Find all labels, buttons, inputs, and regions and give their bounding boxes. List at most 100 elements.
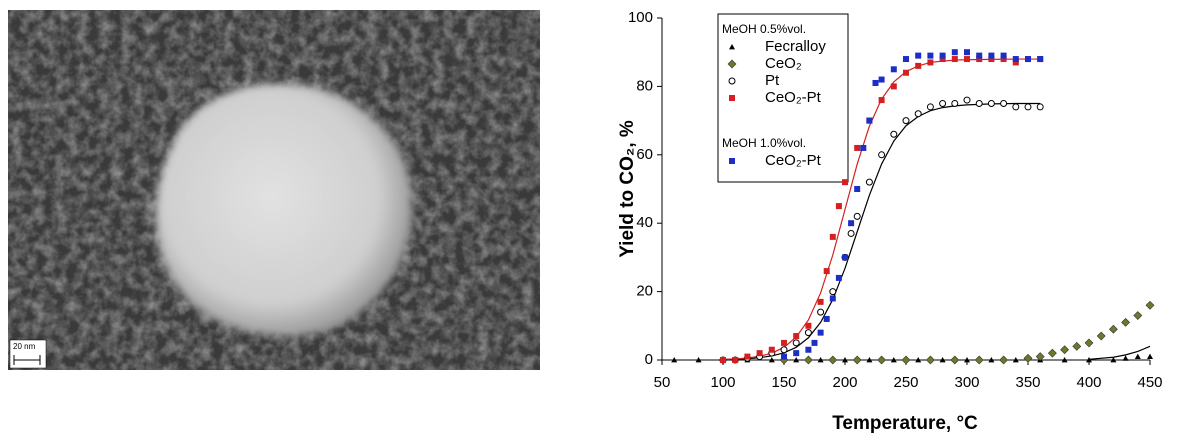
data-point	[914, 110, 922, 118]
data-point	[915, 52, 922, 59]
data-point	[890, 66, 897, 73]
data-point	[988, 357, 995, 363]
data-point	[901, 355, 911, 365]
x-tick-label: 300	[954, 374, 979, 391]
data-point	[793, 350, 800, 357]
data-point	[1121, 317, 1131, 327]
data-point	[1035, 352, 1045, 362]
y-tick-label: 80	[636, 77, 653, 94]
legend-title: MeOH 1.0%vol.	[722, 136, 806, 150]
data-point	[872, 79, 879, 86]
data-point	[866, 117, 873, 124]
data-point	[817, 357, 824, 363]
data-point	[926, 103, 934, 111]
data-point	[829, 288, 837, 296]
data-point	[756, 350, 763, 357]
y-tick-label: 20	[636, 283, 653, 300]
x-tick-label: 450	[1137, 374, 1162, 391]
x-axis-title: Temperature, °C	[832, 413, 978, 434]
data-point	[1000, 56, 1007, 63]
legend-label: CeO₂-Pt	[765, 89, 822, 106]
data-point	[1012, 103, 1020, 111]
data-point	[792, 339, 800, 347]
data-point	[939, 100, 947, 107]
data-point	[854, 186, 861, 192]
data-point	[811, 339, 818, 346]
data-point	[1147, 353, 1153, 359]
data-point	[847, 229, 855, 237]
data-point	[829, 295, 836, 302]
data-point	[848, 220, 855, 227]
data-point	[902, 117, 910, 125]
data-point	[927, 59, 934, 66]
data-point	[744, 353, 751, 360]
data-point	[1047, 348, 1057, 358]
data-point	[842, 179, 848, 186]
legend-marker	[727, 59, 737, 69]
data-point	[1122, 355, 1129, 361]
data-point	[1145, 300, 1155, 310]
data-point	[878, 76, 885, 83]
data-point	[1012, 56, 1019, 63]
data-point	[828, 355, 838, 365]
legend-label: CeO₂-Pt	[765, 152, 822, 169]
data-point	[835, 274, 842, 281]
y-axis-title: Yield to CO₂, %	[617, 120, 638, 258]
legend-label: Pt	[765, 72, 780, 89]
y-tick-label: 100	[628, 9, 653, 26]
data-point	[768, 357, 775, 363]
data-point	[768, 346, 775, 353]
data-point	[1023, 353, 1033, 363]
data-point	[781, 339, 787, 346]
legend-marker	[729, 158, 735, 164]
data-point	[853, 212, 861, 220]
data-point	[804, 329, 812, 337]
data-point	[1036, 103, 1044, 111]
data-point	[1133, 311, 1143, 320]
data-point	[805, 346, 812, 353]
data-point	[852, 355, 862, 365]
scale-bar-label: 20 nm	[13, 342, 36, 351]
legend-label: Fecralloy	[765, 38, 826, 55]
data-point	[890, 83, 897, 90]
x-tick-label: 50	[654, 374, 671, 391]
data-point	[732, 357, 739, 363]
data-point	[964, 49, 970, 56]
data-point	[793, 333, 800, 340]
data-point	[878, 97, 885, 104]
data-point	[1012, 59, 1019, 66]
data-point	[860, 144, 867, 151]
fit-line	[1088, 345, 1151, 360]
data-point	[1086, 357, 1092, 363]
data-point	[878, 151, 886, 159]
legend-marker	[728, 77, 736, 85]
data-point	[1108, 324, 1118, 334]
data-point	[842, 254, 848, 261]
data-point	[823, 315, 830, 322]
data-point	[925, 355, 935, 365]
sem-image: 20 nm	[8, 10, 540, 370]
y-tick-label: 40	[636, 214, 653, 231]
legend-marker	[729, 95, 735, 101]
data-point	[1110, 357, 1117, 363]
data-point	[976, 52, 983, 59]
data-point	[1000, 100, 1008, 107]
data-point	[915, 62, 922, 69]
data-point	[988, 56, 995, 63]
data-point	[781, 353, 787, 360]
data-point	[951, 49, 958, 56]
data-point	[866, 357, 873, 363]
x-tick-label: 150	[771, 374, 796, 391]
data-point	[964, 357, 970, 363]
data-point	[927, 52, 934, 59]
data-point	[915, 357, 922, 363]
data-point	[903, 69, 909, 76]
data-point	[835, 203, 842, 210]
data-point	[695, 357, 702, 363]
x-tick-label: 400	[1076, 374, 1101, 391]
legend-marker	[729, 44, 735, 50]
data-point	[951, 100, 959, 107]
data-point	[1072, 341, 1082, 351]
data-point	[964, 56, 970, 63]
data-point	[1024, 103, 1032, 111]
